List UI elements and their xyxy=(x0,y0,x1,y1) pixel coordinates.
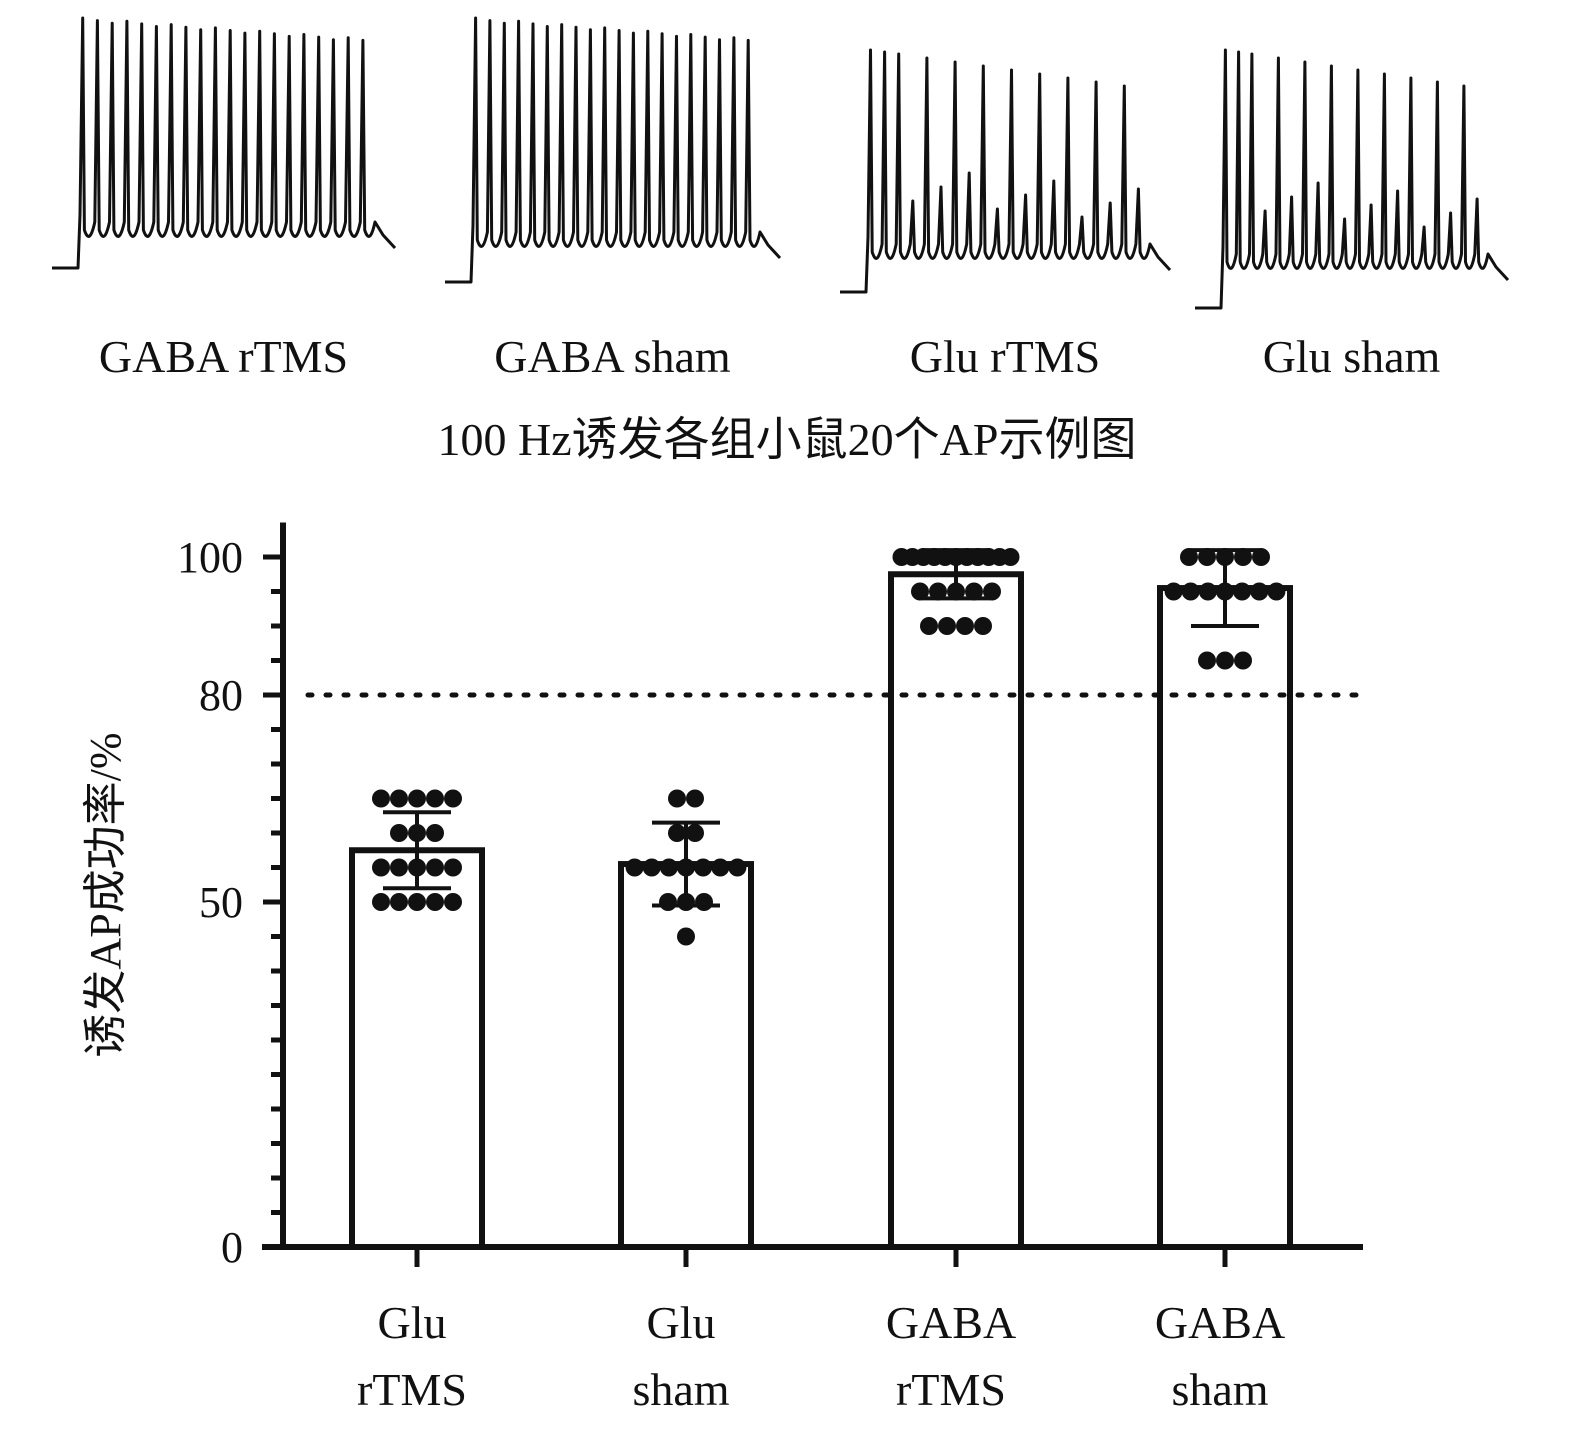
ap-trace-1 xyxy=(52,16,397,270)
data-point xyxy=(983,582,1001,601)
data-point xyxy=(938,617,956,635)
ap-traces-panel: GABA rTMS GABA sham Glu rTMS Glu sham xyxy=(52,16,1510,382)
data-point xyxy=(426,824,444,842)
data-point xyxy=(677,927,695,946)
data-point xyxy=(1252,548,1270,566)
ap-trace-4 xyxy=(1195,48,1510,310)
data-point xyxy=(1198,582,1217,601)
data-point xyxy=(1234,548,1252,566)
data-point xyxy=(677,858,695,877)
data-point xyxy=(642,858,661,877)
bar xyxy=(349,847,485,1250)
data-point xyxy=(974,617,992,635)
data-point xyxy=(390,893,408,911)
x-category-label: rTMS xyxy=(896,1364,1006,1415)
data-point xyxy=(695,893,713,911)
error-bars-layer xyxy=(383,548,1259,908)
data-point xyxy=(390,789,408,808)
data-point xyxy=(390,824,408,842)
data-point xyxy=(677,893,695,911)
data-point xyxy=(668,789,686,808)
data-point xyxy=(444,893,462,911)
category-labels-layer: Glu rTMS Glu sham GABA rTMS GABA sham xyxy=(357,1297,1285,1415)
bar xyxy=(888,571,1024,1250)
data-point xyxy=(686,824,704,842)
data-point xyxy=(659,893,677,911)
data-point xyxy=(1267,582,1286,601)
x-category-label: rTMS xyxy=(357,1364,467,1415)
data-point xyxy=(1001,548,1020,566)
data-point xyxy=(1216,582,1234,601)
data-point xyxy=(920,617,938,635)
trace-label: Glu sham xyxy=(1263,331,1441,382)
trace-label: GABA sham xyxy=(494,331,731,382)
bar xyxy=(1157,585,1293,1250)
data-point xyxy=(1198,651,1216,670)
x-category-label: Glu xyxy=(647,1297,716,1348)
points-layer xyxy=(372,548,1286,946)
data-point xyxy=(372,789,390,808)
data-point xyxy=(408,858,426,877)
tick-labels-layer: 0 50 80 100 xyxy=(177,533,243,1272)
data-point xyxy=(1234,651,1252,670)
data-point xyxy=(947,582,965,601)
data-point xyxy=(408,893,426,911)
data-point xyxy=(408,789,426,808)
y-axis-label: 诱发AP成功率/% xyxy=(81,732,130,1057)
data-point xyxy=(1216,548,1234,566)
y-tick-label: 0 xyxy=(221,1223,243,1272)
data-point xyxy=(372,893,390,911)
bars-layer xyxy=(349,571,1293,1250)
data-point xyxy=(668,824,686,842)
ap-success-bar-chart: 诱发AP成功率/% 0 50 80 100 Glu rTMS Glu sham GABA rTM… xyxy=(81,522,1366,1415)
data-point xyxy=(1250,582,1269,601)
data-point xyxy=(911,582,929,601)
data-point xyxy=(686,789,704,808)
data-point xyxy=(1216,651,1234,670)
data-point xyxy=(444,789,462,808)
data-point xyxy=(965,582,983,601)
data-point xyxy=(956,617,974,635)
data-point xyxy=(728,858,747,877)
y-tick-label: 80 xyxy=(199,671,243,720)
x-category-label: GABA xyxy=(886,1297,1016,1348)
x-category-label: sham xyxy=(1171,1364,1268,1415)
data-point xyxy=(444,858,462,877)
x-category-label: GABA xyxy=(1155,1297,1285,1348)
data-point xyxy=(426,789,444,808)
traces-caption: 100 Hz诱发各组小鼠20个AP示例图 xyxy=(438,414,1137,465)
data-point xyxy=(711,858,730,877)
trace-label: Glu rTMS xyxy=(910,331,1100,382)
data-point xyxy=(929,582,947,601)
x-category-label: sham xyxy=(632,1364,729,1415)
data-point xyxy=(390,858,408,877)
y-tick-label: 100 xyxy=(177,533,243,582)
data-point xyxy=(1164,582,1183,601)
data-point xyxy=(408,824,426,842)
data-point xyxy=(1198,548,1216,566)
ap-trace-2 xyxy=(445,16,782,284)
data-point xyxy=(659,858,678,877)
data-point xyxy=(694,858,713,877)
data-point xyxy=(1181,582,1200,601)
x-category-label: Glu xyxy=(378,1297,447,1348)
data-point xyxy=(625,858,644,877)
data-point xyxy=(372,858,390,877)
data-point xyxy=(426,858,444,877)
bar xyxy=(618,861,754,1250)
trace-label: GABA rTMS xyxy=(99,331,348,382)
data-point xyxy=(1180,548,1198,566)
ap-trace-3 xyxy=(840,48,1172,294)
axes-layer xyxy=(262,522,1363,1267)
data-point xyxy=(1233,582,1252,601)
y-tick-label: 50 xyxy=(199,878,243,927)
data-point xyxy=(426,893,444,911)
